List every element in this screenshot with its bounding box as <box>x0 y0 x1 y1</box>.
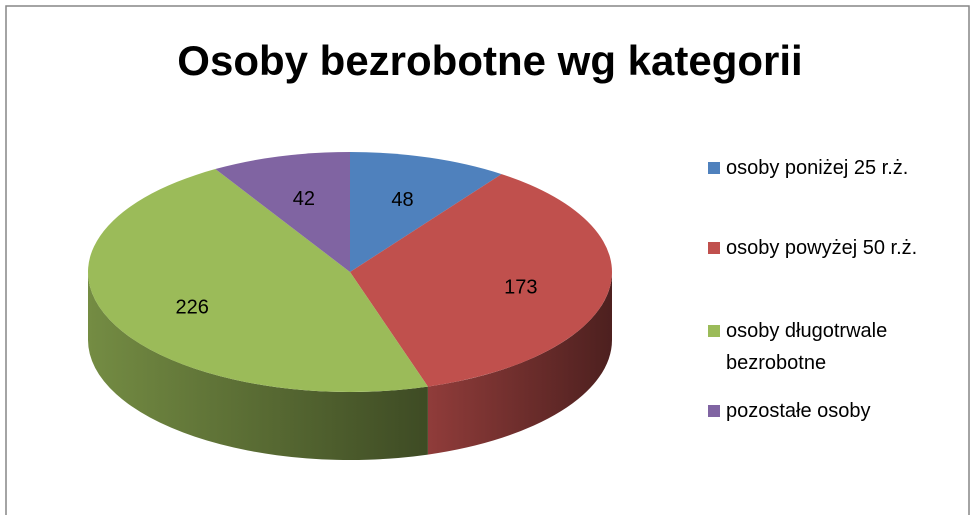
legend-item: osoby poniżej 25 r.ż. <box>708 152 958 184</box>
legend-swatch <box>708 405 720 417</box>
data-label: 226 <box>175 297 208 319</box>
slice-side <box>88 272 428 461</box>
slice <box>350 152 502 272</box>
slice <box>215 152 350 272</box>
data-label: 48 <box>391 189 413 211</box>
slice <box>87 169 428 393</box>
legend-item: pozostałe osoby <box>708 395 958 427</box>
data-label: 173 <box>504 277 537 299</box>
legend-label: osoby poniżej 25 r.ż. <box>726 157 909 179</box>
slice <box>350 174 613 387</box>
slice-side <box>427 272 612 455</box>
legend-swatch <box>708 325 720 337</box>
legend-label: osoby długotrwale bezrobotne <box>726 320 888 374</box>
chart-title: Osoby bezrobotne wg kategorii <box>177 37 802 84</box>
legend-item: osoby długotrwale bezrobotne <box>708 315 958 379</box>
legend-label: pozostałe osoby <box>726 400 871 422</box>
legend-swatch <box>708 242 720 254</box>
legend-item: osoby powyżej 50 r.ż. <box>708 232 958 264</box>
legend-swatch <box>708 162 720 174</box>
data-label: 42 <box>293 188 315 210</box>
legend-label: osoby powyżej 50 r.ż. <box>726 237 918 259</box>
